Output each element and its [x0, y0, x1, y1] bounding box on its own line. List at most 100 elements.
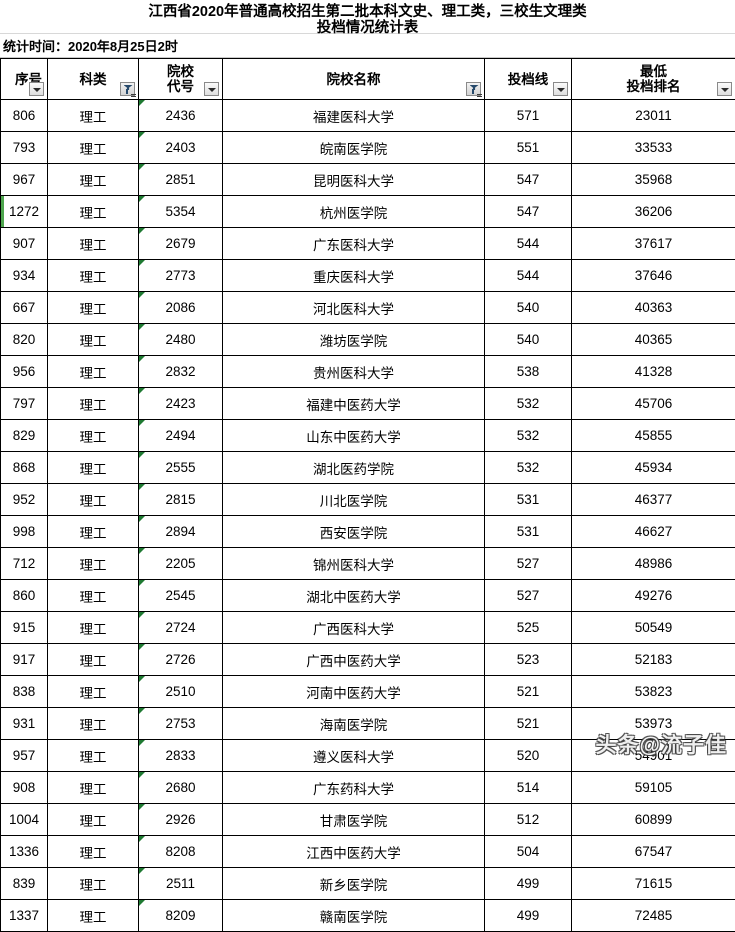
cell-name[interactable]: 广西医科大学: [223, 612, 485, 644]
cell-rank[interactable]: 49276: [572, 580, 735, 612]
cell-cat[interactable]: 理工: [48, 804, 139, 836]
cell-cat[interactable]: 理工: [48, 644, 139, 676]
cell-seq[interactable]: 712: [1, 548, 48, 580]
cell-cat[interactable]: 理工: [48, 196, 139, 228]
cell-cat[interactable]: 理工: [48, 516, 139, 548]
cell-line[interactable]: 521: [485, 676, 572, 708]
cell-code[interactable]: 2773: [139, 260, 223, 292]
cell-cat[interactable]: 理工: [48, 100, 139, 132]
cell-line[interactable]: 514: [485, 772, 572, 804]
cell-seq[interactable]: 1272: [1, 196, 48, 228]
cell-rank[interactable]: 45855: [572, 420, 735, 452]
cell-line[interactable]: 538: [485, 356, 572, 388]
cell-code[interactable]: 2545: [139, 580, 223, 612]
cell-seq[interactable]: 838: [1, 676, 48, 708]
cell-name[interactable]: 赣南医学院: [223, 900, 485, 932]
cell-rank[interactable]: 40365: [572, 324, 735, 356]
cell-code[interactable]: 2436: [139, 100, 223, 132]
filter-active-icon-cat[interactable]: [120, 82, 135, 96]
cell-cat[interactable]: 理工: [48, 292, 139, 324]
cell-cat[interactable]: 理工: [48, 580, 139, 612]
cell-seq[interactable]: 820: [1, 324, 48, 356]
cell-name[interactable]: 湖北中医药大学: [223, 580, 485, 612]
filter-dropdown-icon-seq[interactable]: [29, 82, 44, 96]
cell-code[interactable]: 2926: [139, 804, 223, 836]
cell-seq[interactable]: 806: [1, 100, 48, 132]
cell-seq[interactable]: 952: [1, 484, 48, 516]
cell-seq[interactable]: 915: [1, 612, 48, 644]
cell-cat[interactable]: 理工: [48, 132, 139, 164]
cell-code[interactable]: 8209: [139, 900, 223, 932]
cell-cat[interactable]: 理工: [48, 740, 139, 772]
cell-cat[interactable]: 理工: [48, 388, 139, 420]
cell-rank[interactable]: 67547: [572, 836, 735, 868]
cell-code[interactable]: 2423: [139, 388, 223, 420]
cell-cat[interactable]: 理工: [48, 228, 139, 260]
cell-name[interactable]: 杭州医学院: [223, 196, 485, 228]
cell-rank[interactable]: 45706: [572, 388, 735, 420]
cell-cat[interactable]: 理工: [48, 900, 139, 932]
cell-line[interactable]: 532: [485, 452, 572, 484]
cell-line[interactable]: 531: [485, 484, 572, 516]
cell-line[interactable]: 544: [485, 260, 572, 292]
cell-rank[interactable]: 35968: [572, 164, 735, 196]
cell-line[interactable]: 571: [485, 100, 572, 132]
filter-dropdown-icon-code[interactable]: [204, 82, 219, 96]
cell-seq[interactable]: 956: [1, 356, 48, 388]
cell-line[interactable]: 499: [485, 900, 572, 932]
cell-name[interactable]: 河南中医药大学: [223, 676, 485, 708]
cell-name[interactable]: 福建医科大学: [223, 100, 485, 132]
cell-seq[interactable]: 934: [1, 260, 48, 292]
cell-rank[interactable]: 60899: [572, 804, 735, 836]
cell-cat[interactable]: 理工: [48, 260, 139, 292]
cell-name[interactable]: 重庆医科大学: [223, 260, 485, 292]
cell-cat[interactable]: 理工: [48, 452, 139, 484]
cell-code[interactable]: 2726: [139, 644, 223, 676]
cell-line[interactable]: 523: [485, 644, 572, 676]
cell-rank[interactable]: 37646: [572, 260, 735, 292]
cell-cat[interactable]: 理工: [48, 708, 139, 740]
cell-code[interactable]: 2680: [139, 772, 223, 804]
cell-rank[interactable]: 41328: [572, 356, 735, 388]
cell-line[interactable]: 547: [485, 164, 572, 196]
cell-cat[interactable]: 理工: [48, 868, 139, 900]
cell-code[interactable]: 2894: [139, 516, 223, 548]
cell-cat[interactable]: 理工: [48, 356, 139, 388]
cell-line[interactable]: 504: [485, 836, 572, 868]
cell-line[interactable]: 527: [485, 548, 572, 580]
cell-seq[interactable]: 931: [1, 708, 48, 740]
cell-code[interactable]: 2511: [139, 868, 223, 900]
cell-name[interactable]: 新乡医学院: [223, 868, 485, 900]
cell-cat[interactable]: 理工: [48, 548, 139, 580]
cell-seq[interactable]: 1337: [1, 900, 48, 932]
cell-line[interactable]: 512: [485, 804, 572, 836]
cell-rank[interactable]: 40363: [572, 292, 735, 324]
cell-code[interactable]: 2753: [139, 708, 223, 740]
cell-rank[interactable]: 53823: [572, 676, 735, 708]
cell-seq[interactable]: 917: [1, 644, 48, 676]
cell-seq[interactable]: 839: [1, 868, 48, 900]
cell-line[interactable]: 540: [485, 324, 572, 356]
cell-line[interactable]: 499: [485, 868, 572, 900]
cell-rank[interactable]: 46377: [572, 484, 735, 516]
cell-seq[interactable]: 667: [1, 292, 48, 324]
cell-seq[interactable]: 1004: [1, 804, 48, 836]
cell-cat[interactable]: 理工: [48, 676, 139, 708]
cell-code[interactable]: 2494: [139, 420, 223, 452]
cell-code[interactable]: 2086: [139, 292, 223, 324]
